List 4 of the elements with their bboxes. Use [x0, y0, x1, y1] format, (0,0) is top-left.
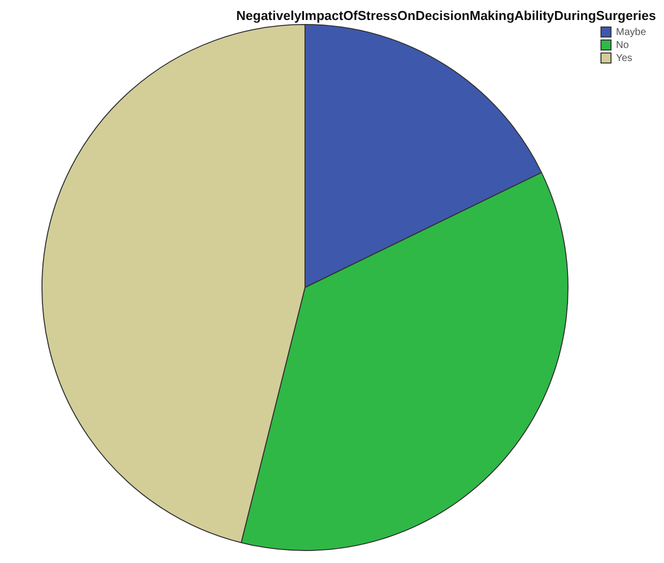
legend-label: Yes: [616, 52, 632, 64]
chart-title: NegativelyImpactOfStressOnDecisionMakingAbilityDuringSurgeries: [235, 8, 656, 24]
legend-label: No: [616, 40, 630, 51]
legend-label: Maybe: [616, 26, 646, 38]
